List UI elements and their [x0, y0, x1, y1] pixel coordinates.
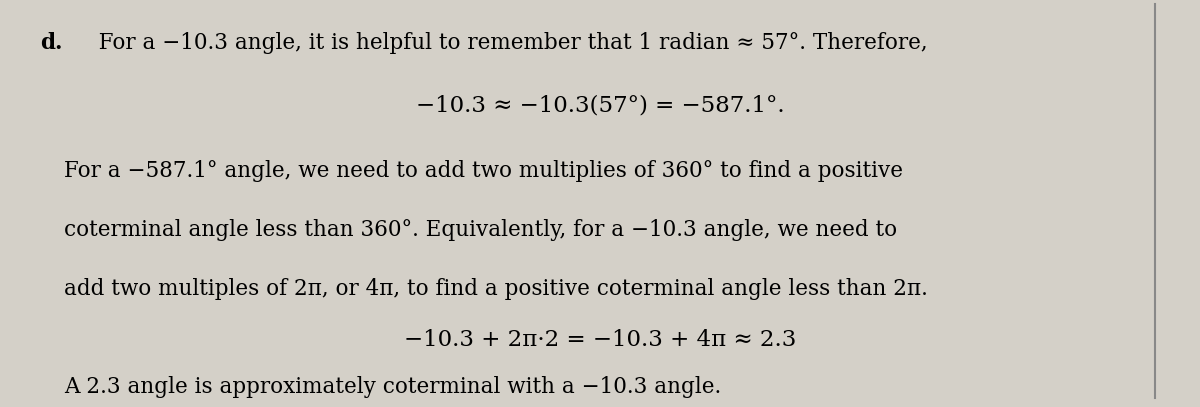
Text: coterminal angle less than 360°. Equivalently, for a −10.3 angle, we need to: coterminal angle less than 360°. Equival…: [64, 219, 896, 241]
Text: add two multiples of 2π, or 4π, to find a positive coterminal angle less than 2π: add two multiples of 2π, or 4π, to find …: [64, 278, 928, 300]
Text: −10.3 + 2π·2 = −10.3 + 4π ≈ 2.3: −10.3 + 2π·2 = −10.3 + 4π ≈ 2.3: [404, 329, 796, 351]
Text: −10.3 ≈ −10.3(57°) = −587.1°.: −10.3 ≈ −10.3(57°) = −587.1°.: [415, 95, 785, 117]
Text: For a −587.1° angle, we need to add two multiplies of 360° to find a positive: For a −587.1° angle, we need to add two …: [64, 160, 902, 182]
Text: d.: d.: [40, 32, 62, 54]
Text: For a −10.3 angle, it is helpful to remember that 1 radian ≈ 57°. Therefore,: For a −10.3 angle, it is helpful to reme…: [85, 32, 928, 54]
Text: A 2.3 angle is approximately coterminal with a −10.3 angle.: A 2.3 angle is approximately coterminal …: [64, 376, 721, 398]
